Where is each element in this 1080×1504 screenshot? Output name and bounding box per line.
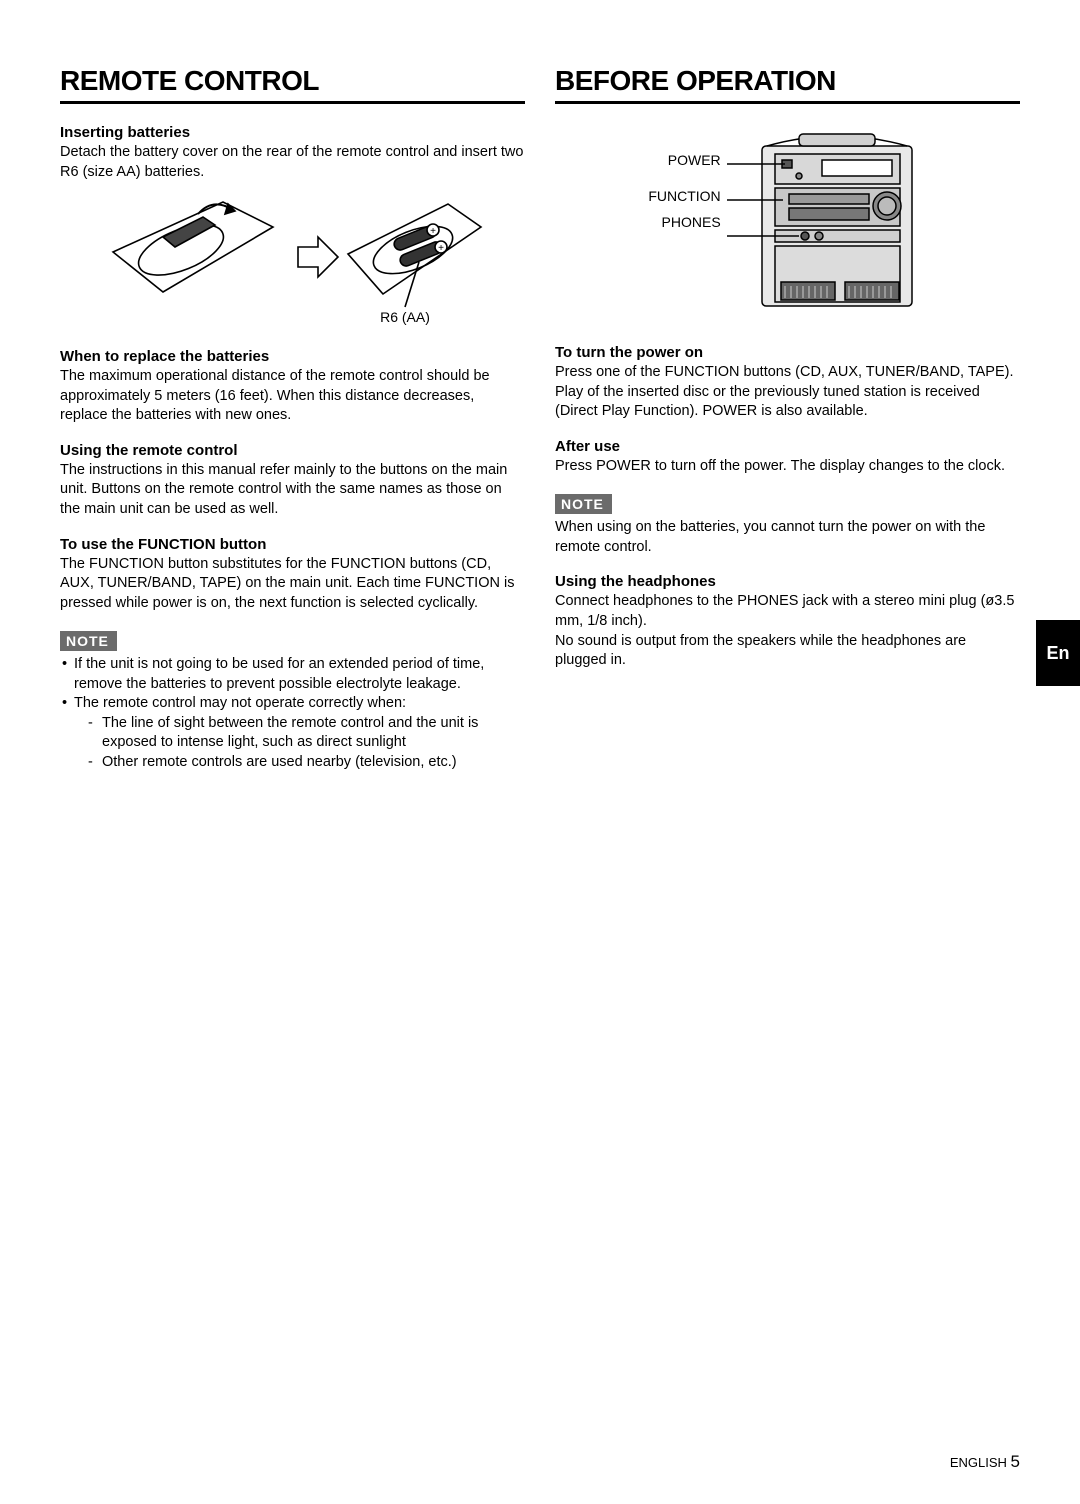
heading-before-operation: BEFORE OPERATION bbox=[555, 65, 1020, 104]
note-item: If the unit is not going to be used for … bbox=[60, 655, 525, 694]
note-item: The remote control may not operate corre… bbox=[60, 694, 525, 772]
note-badge-right: NOTE bbox=[555, 494, 612, 514]
text-inserting-batteries: Detach the battery cover on the rear of … bbox=[60, 143, 525, 182]
subheading-function-button: To use the FUNCTION button bbox=[60, 536, 525, 553]
subheading-inserting-batteries: Inserting batteries bbox=[60, 124, 525, 141]
subheading-headphones: Using the headphones bbox=[555, 573, 1020, 590]
left-column: REMOTE CONTROL Inserting batteries Detac… bbox=[60, 65, 525, 773]
right-column: BEFORE OPERATION POWER FUNCTION PHONES bbox=[555, 65, 1020, 773]
label-power: POWER bbox=[648, 152, 720, 188]
subheading-replace-batteries: When to replace the batteries bbox=[60, 348, 525, 365]
label-function: FUNCTION bbox=[648, 188, 720, 214]
note-subitem: Other remote controls are used nearby (t… bbox=[88, 753, 525, 773]
footer-page-number: 5 bbox=[1011, 1452, 1020, 1471]
note-subitem: The line of sight between the remote con… bbox=[88, 714, 525, 753]
svg-text:+: + bbox=[438, 243, 444, 254]
heading-remote-control: REMOTE CONTROL bbox=[60, 65, 525, 104]
page-footer: ENGLISH 5 bbox=[950, 1452, 1020, 1472]
footer-language: ENGLISH bbox=[950, 1455, 1007, 1470]
figure-stereo-unit: POWER FUNCTION PHONES bbox=[555, 124, 1020, 324]
text-using-remote: The instructions in this manual refer ma… bbox=[60, 461, 525, 520]
text-function-button: The FUNCTION button substitutes for the … bbox=[60, 555, 525, 614]
note-badge-left: NOTE bbox=[60, 631, 117, 651]
text-after-use: Press POWER to turn off the power. The d… bbox=[555, 457, 1020, 477]
subheading-after-use: After use bbox=[555, 438, 1020, 455]
text-replace-batteries: The maximum operational distance of the … bbox=[60, 367, 525, 426]
subheading-turn-power-on: To turn the power on bbox=[555, 344, 1020, 361]
label-phones: PHONES bbox=[648, 214, 720, 230]
figure-caption: R6 (AA) bbox=[380, 309, 430, 325]
note-list-left: If the unit is not going to be used for … bbox=[60, 655, 525, 772]
figure-battery-insertion: + + R6 (AA) bbox=[60, 192, 525, 332]
text-headphones-1: Connect headphones to the PHONES jack wi… bbox=[555, 592, 1020, 631]
language-tab: En bbox=[1036, 620, 1080, 686]
text-turn-power-on: Press one of the FUNCTION buttons (CD, A… bbox=[555, 363, 1020, 422]
subheading-using-remote: Using the remote control bbox=[60, 442, 525, 459]
text-note-right: When using on the batteries, you cannot … bbox=[555, 518, 1020, 557]
svg-text:+: + bbox=[430, 226, 436, 237]
text-headphones-2: No sound is output from the speakers whi… bbox=[555, 632, 1020, 671]
